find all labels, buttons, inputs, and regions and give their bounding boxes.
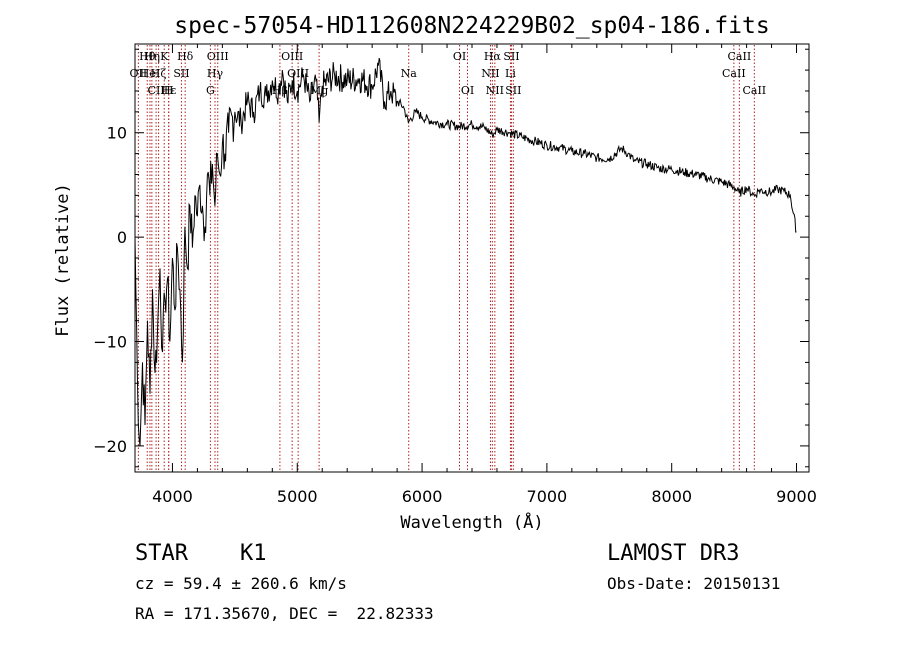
- coordinates-text: RA = 171.35670, DEC = 22.82333: [135, 604, 434, 623]
- x-tick-label-8000: 8000: [651, 487, 692, 506]
- spectrum-line: [134, 57, 797, 446]
- x-tick-label-4000: 4000: [152, 487, 193, 506]
- emission-line-markers: [137, 45, 755, 471]
- line-label-22: Hα: [484, 50, 502, 63]
- y-tick-label--20: −20: [93, 437, 127, 456]
- y-tick-label--10: −10: [93, 333, 127, 352]
- line-label-26: SII: [505, 84, 521, 97]
- line-label-0: OII: [130, 67, 148, 80]
- observation-date: Obs-Date: 20150131: [607, 574, 781, 593]
- x-axis: 4000 5000 6000 7000 8000 9000: [152, 44, 817, 506]
- plot-frame: [134, 43, 810, 473]
- y-tick-label-0: 0: [117, 228, 127, 247]
- x-tick-label-5000: 5000: [277, 487, 318, 506]
- subclass: K1: [240, 541, 267, 566]
- chart-title: spec-57054-HD112608N224229B02_sp04-186.f…: [174, 13, 769, 39]
- line-label-1: Hθ: [139, 50, 156, 63]
- line-label-19: OI: [453, 50, 466, 63]
- line-label-23: NII: [486, 84, 504, 97]
- y-axis-label: Flux (relative): [53, 183, 73, 337]
- x-tick-label-9000: 9000: [776, 487, 817, 506]
- object-class: STAR: [135, 541, 188, 566]
- x-tick-label-6000: 6000: [402, 487, 443, 506]
- emission-line-labels: OIIHθHeIHηCIIHζKHHεSIIHδGHγOIIIHβOIIIOII…: [130, 50, 767, 97]
- survey-name: LAMOST DR3: [607, 541, 740, 566]
- line-label-21: NII: [481, 67, 499, 80]
- y-axis: −20 −10 0 10: [93, 48, 809, 468]
- line-label-8: Hε: [161, 84, 177, 97]
- line-label-6: K: [160, 50, 169, 63]
- line-label-11: G: [206, 84, 215, 97]
- line-label-29: CaII: [742, 84, 766, 97]
- line-label-15: OIII: [281, 50, 303, 63]
- line-label-18: Na: [401, 67, 418, 80]
- line-label-3: Hη: [144, 50, 160, 63]
- line-label-5: Hζ: [151, 67, 167, 80]
- line-label-24: Li: [505, 67, 516, 80]
- line-label-4: CII: [148, 84, 165, 97]
- line-label-10: Hδ: [177, 50, 194, 63]
- line-label-9: SII: [173, 67, 189, 80]
- line-label-13: OIII: [207, 50, 229, 63]
- x-axis-label: Wavelength (Å): [400, 511, 543, 533]
- y-tick-label-10: 10: [107, 124, 127, 143]
- line-label-27: CaII: [722, 67, 746, 80]
- line-label-20: OI: [461, 84, 474, 97]
- line-label-2: HeI: [140, 67, 160, 80]
- redshift-text: cz = 59.4 ± 260.6 km/s: [135, 574, 347, 593]
- line-label-28: CaII: [728, 50, 752, 63]
- line-label-7: H: [164, 84, 174, 97]
- x-tick-label-7000: 7000: [527, 487, 568, 506]
- line-label-12: Hγ: [207, 67, 224, 80]
- line-label-25: SII: [503, 50, 519, 63]
